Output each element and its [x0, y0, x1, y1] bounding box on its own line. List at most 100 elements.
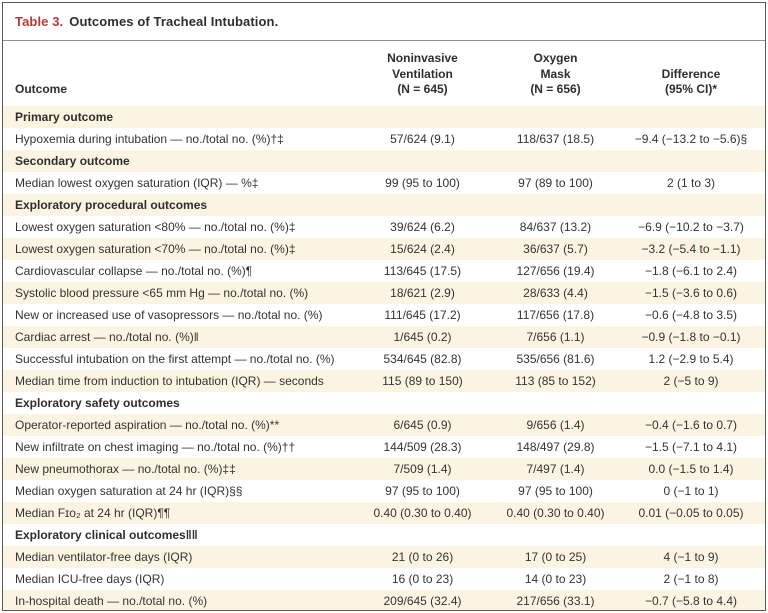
section-row: Secondary outcome: [3, 149, 765, 172]
value-cell-niv: 6/645 (0.9): [393, 417, 452, 432]
value-cell-diff: −3.2 (−5.4 to −1.1): [641, 241, 741, 256]
value-cell-niv: 97 (95 to 100): [385, 483, 460, 498]
table-caption: Outcomes of Tracheal Intubation.: [69, 14, 279, 29]
table-number: Table 3.: [15, 14, 64, 29]
header-row: Outcome Noninvasive Ventilation (N = 645…: [3, 41, 765, 106]
value-cell-mask: 127/656 (19.4): [516, 263, 595, 278]
table-row: Median lowest oxygen saturation (IQR) — …: [3, 172, 765, 194]
table-row: In-hospital death — no./total no. (%) 209…: [3, 589, 765, 610]
outcome-label: Successful intubation on the first attem…: [15, 351, 335, 366]
value-cell-niv: 18/621 (2.9): [390, 285, 455, 300]
outcome-label: New infiltrate on chest imaging — no./to…: [15, 439, 296, 454]
outcome-label: Median time from induction to intubation…: [15, 373, 324, 388]
value-cell-mask: 14 (0 to 23): [524, 571, 587, 586]
table-row: Operator-reported aspiration — no./total…: [3, 413, 765, 436]
value-cell-mask: 36/637 (5.7): [523, 241, 588, 256]
value-cell-diff: 0 (−1 to 1): [663, 483, 719, 498]
value-cell-mask: 17 (0 to 25): [524, 549, 587, 564]
col-header-difference: Difference (95% CI)*: [661, 66, 721, 97]
value-cell-niv: 7/509 (1.4): [393, 461, 452, 476]
value-cell-mask: 97 (95 to 100): [518, 483, 593, 498]
table-row: Lowest oxygen saturation <70% — no./tota…: [3, 237, 765, 260]
section-label: Primary outcome: [15, 109, 114, 124]
value-cell-mask: 7/656 (1.1): [526, 329, 585, 344]
outcome-label: Median Fɪᴏ₂ at 24 hr (IQR)¶¶: [15, 505, 171, 520]
outcome-label: Operator-reported aspiration — no./total…: [15, 417, 280, 432]
value-cell-mask: 97 (89 to 100): [518, 175, 593, 190]
table-row: Systolic blood pressure <65 mm Hg — no./…: [3, 281, 765, 304]
outcome-label: Lowest oxygen saturation <70% — no./tota…: [15, 241, 296, 256]
value-cell-niv: 1/645 (0.2): [393, 329, 452, 344]
value-cell-diff: −6.9 (−10.2 to −3.7): [638, 219, 744, 234]
table-row: Median Fɪᴏ₂ at 24 hr (IQR)¶¶ 0.40 (0.30 t…: [3, 501, 765, 524]
outcome-label: New pneumothorax — no./total no. (%)‡‡: [15, 461, 236, 476]
section-row: Primary outcome: [3, 105, 765, 128]
value-cell-mask: 9/656 (1.4): [526, 417, 585, 432]
table-row: Median time from induction to intubation…: [3, 369, 765, 392]
value-cell-mask: 28/633 (4.4): [523, 285, 588, 300]
section-label: Exploratory clinical outcomes‖‖: [15, 527, 198, 542]
value-cell-diff: 2 (1 to 3): [666, 175, 716, 190]
value-cell-niv: 115 (89 to 150): [382, 373, 463, 388]
value-cell-niv: 0.40 (0.30 to 0.40): [373, 505, 472, 520]
value-cell-diff: 0.01 (−0.05 to 0.05): [638, 505, 744, 520]
outcome-label: Lowest oxygen saturation <80% — no./tota…: [15, 219, 296, 234]
value-cell-diff: −9.4 (−13.2 to −5.6)§: [634, 131, 748, 146]
outcome-label: Median oxygen saturation at 24 hr (IQR)§…: [15, 483, 243, 498]
value-cell-diff: −1.5 (−3.6 to 0.6): [644, 285, 738, 300]
value-cell-mask: 7/497 (1.4): [526, 461, 585, 476]
col-header-oxygen-mask: Oxygen Mask (N = 656): [530, 51, 581, 97]
value-cell-diff: −1.8 (−6.1 to 2.4): [644, 263, 738, 278]
outcome-label: Hypoxemia during intubation — no./total …: [15, 131, 284, 146]
outcome-label: Median ventilator-free days (IQR): [15, 549, 193, 564]
table-row: New infiltrate on chest imaging — no./to…: [3, 436, 765, 458]
outcomes-table: Outcome Noninvasive Ventilation (N = 645…: [3, 41, 765, 610]
section-row: Exploratory clinical outcomes‖‖: [3, 524, 765, 546]
value-cell-diff: −1.5 (−7.1 to 4.1): [644, 439, 738, 454]
value-cell-niv: 113/645 (17.5): [383, 263, 462, 278]
value-cell-mask: 148/497 (29.8): [516, 439, 595, 454]
value-cell-niv: 16 (0 to 23): [391, 571, 454, 586]
table-title: Table 3. Outcomes of Tracheal Intubation…: [3, 3, 765, 41]
table-row: Median ICU-free days (IQR) 16 (0 to 23) 14…: [3, 568, 765, 590]
value-cell-niv: 39/624 (6.2): [390, 219, 455, 234]
value-cell-mask: 117/656 (17.8): [516, 307, 595, 322]
value-cell-diff: −0.6 (−4.8 to 3.5): [644, 307, 738, 322]
value-cell-mask: 113 (85 to 152): [515, 373, 596, 388]
value-cell-diff: 2 (−5 to 9): [663, 373, 719, 388]
table-row: Hypoxemia during intubation — no./total …: [3, 128, 765, 150]
table-row: Lowest oxygen saturation <80% — no./tota…: [3, 216, 765, 238]
value-cell-niv: 57/624 (9.1): [390, 131, 455, 146]
value-cell-diff: 1.2 (−2.9 to 5.4): [648, 351, 734, 366]
value-cell-diff: −0.9 (−1.8 to −0.1): [641, 329, 741, 344]
value-cell-diff: 4 (−1 to 9): [663, 549, 719, 564]
section-label: Exploratory safety outcomes: [15, 395, 180, 410]
value-cell-niv: 144/509 (28.3): [383, 439, 462, 454]
value-cell-mask: 0.40 (0.30 to 0.40): [506, 505, 605, 520]
value-cell-mask: 535/656 (81.6): [516, 351, 595, 366]
table-body: Primary outcome Hypoxemia during intubati…: [3, 105, 765, 610]
value-cell-diff: −0.7 (−5.8 to 4.4): [617, 589, 765, 610]
col-header-outcome: Outcome: [15, 82, 68, 97]
value-cell-niv: 15/624 (2.4): [390, 241, 455, 256]
outcome-label: Systolic blood pressure <65 mm Hg — no./…: [15, 285, 309, 300]
section-row: Exploratory procedural outcomes: [3, 193, 765, 216]
table-row: Cardiac arrest — no./total no. (%)‖ 1/645…: [3, 325, 765, 348]
value-cell-mask: 84/637 (13.2): [519, 219, 592, 234]
outcome-label: Median ICU-free days (IQR): [15, 571, 165, 586]
value-cell-diff: −0.4 (−1.6 to 0.7): [644, 417, 738, 432]
table-row: Successful intubation on the first attem…: [3, 348, 765, 370]
outcome-label: New or increased use of vasopressors — n…: [15, 307, 323, 322]
value-cell-mask: 118/637 (18.5): [516, 131, 595, 146]
table-row: New or increased use of vasopressors — n…: [3, 304, 765, 326]
value-cell-niv: 534/645 (82.8): [383, 351, 462, 366]
value-cell-niv: 111/645 (17.2): [384, 307, 461, 322]
value-cell-niv: 99 (95 to 100): [385, 175, 460, 190]
value-cell-diff: 0.0 (−1.5 to 1.4): [648, 461, 734, 476]
outcome-label: Cardiac arrest — no./total no. (%)‖: [15, 329, 199, 344]
outcome-label: In-hospital death — no./total no. (%): [3, 589, 351, 610]
outcome-label: Median lowest oxygen saturation (IQR) — …: [15, 175, 259, 190]
table-row: New pneumothorax — no./total no. (%)‡‡ 7/…: [3, 457, 765, 480]
value-cell-mask: 217/656 (33.1): [494, 589, 617, 610]
